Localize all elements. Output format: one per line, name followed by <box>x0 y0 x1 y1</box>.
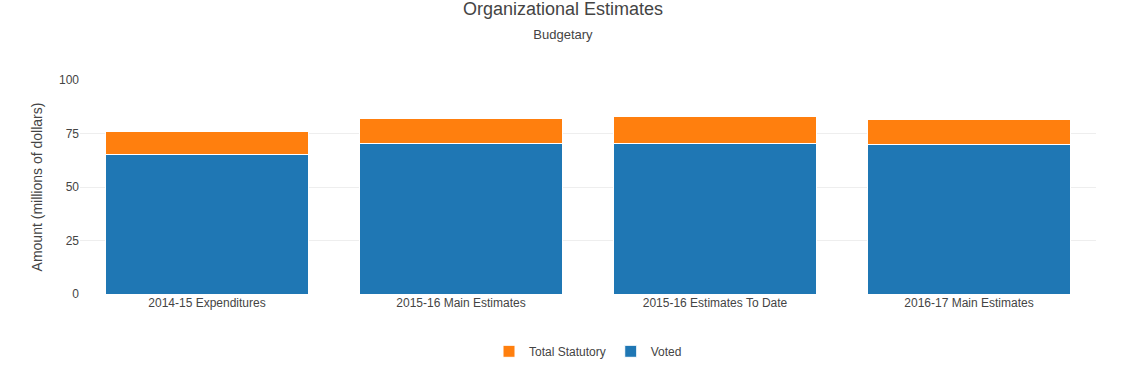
svg-text:2015-16 Estimates To Date: 2015-16 Estimates To Date <box>643 296 788 310</box>
svg-text:Organizational EstimatesBudget: Organizational EstimatesBudgetary <box>463 0 663 42</box>
svg-text:2016-17 Main Estimates: 2016-17 Main Estimates <box>904 296 1033 310</box>
svg-text:50: 50 <box>66 180 80 194</box>
svg-text:Amount (millions of dollars): Amount (millions of dollars) <box>29 103 45 272</box>
svg-text:75: 75 <box>66 127 80 141</box>
svg-text:Voted: Voted <box>651 345 682 359</box>
svg-text:25: 25 <box>66 234 80 248</box>
svg-text:0: 0 <box>72 287 79 301</box>
svg-text:2015-16 Main Estimates: 2015-16 Main Estimates <box>396 296 525 310</box>
svg-text:2014-15 Expenditures: 2014-15 Expenditures <box>148 296 265 310</box>
svg-text:Total Statutory: Total Statutory <box>529 345 606 359</box>
svg-text:100: 100 <box>59 73 79 87</box>
